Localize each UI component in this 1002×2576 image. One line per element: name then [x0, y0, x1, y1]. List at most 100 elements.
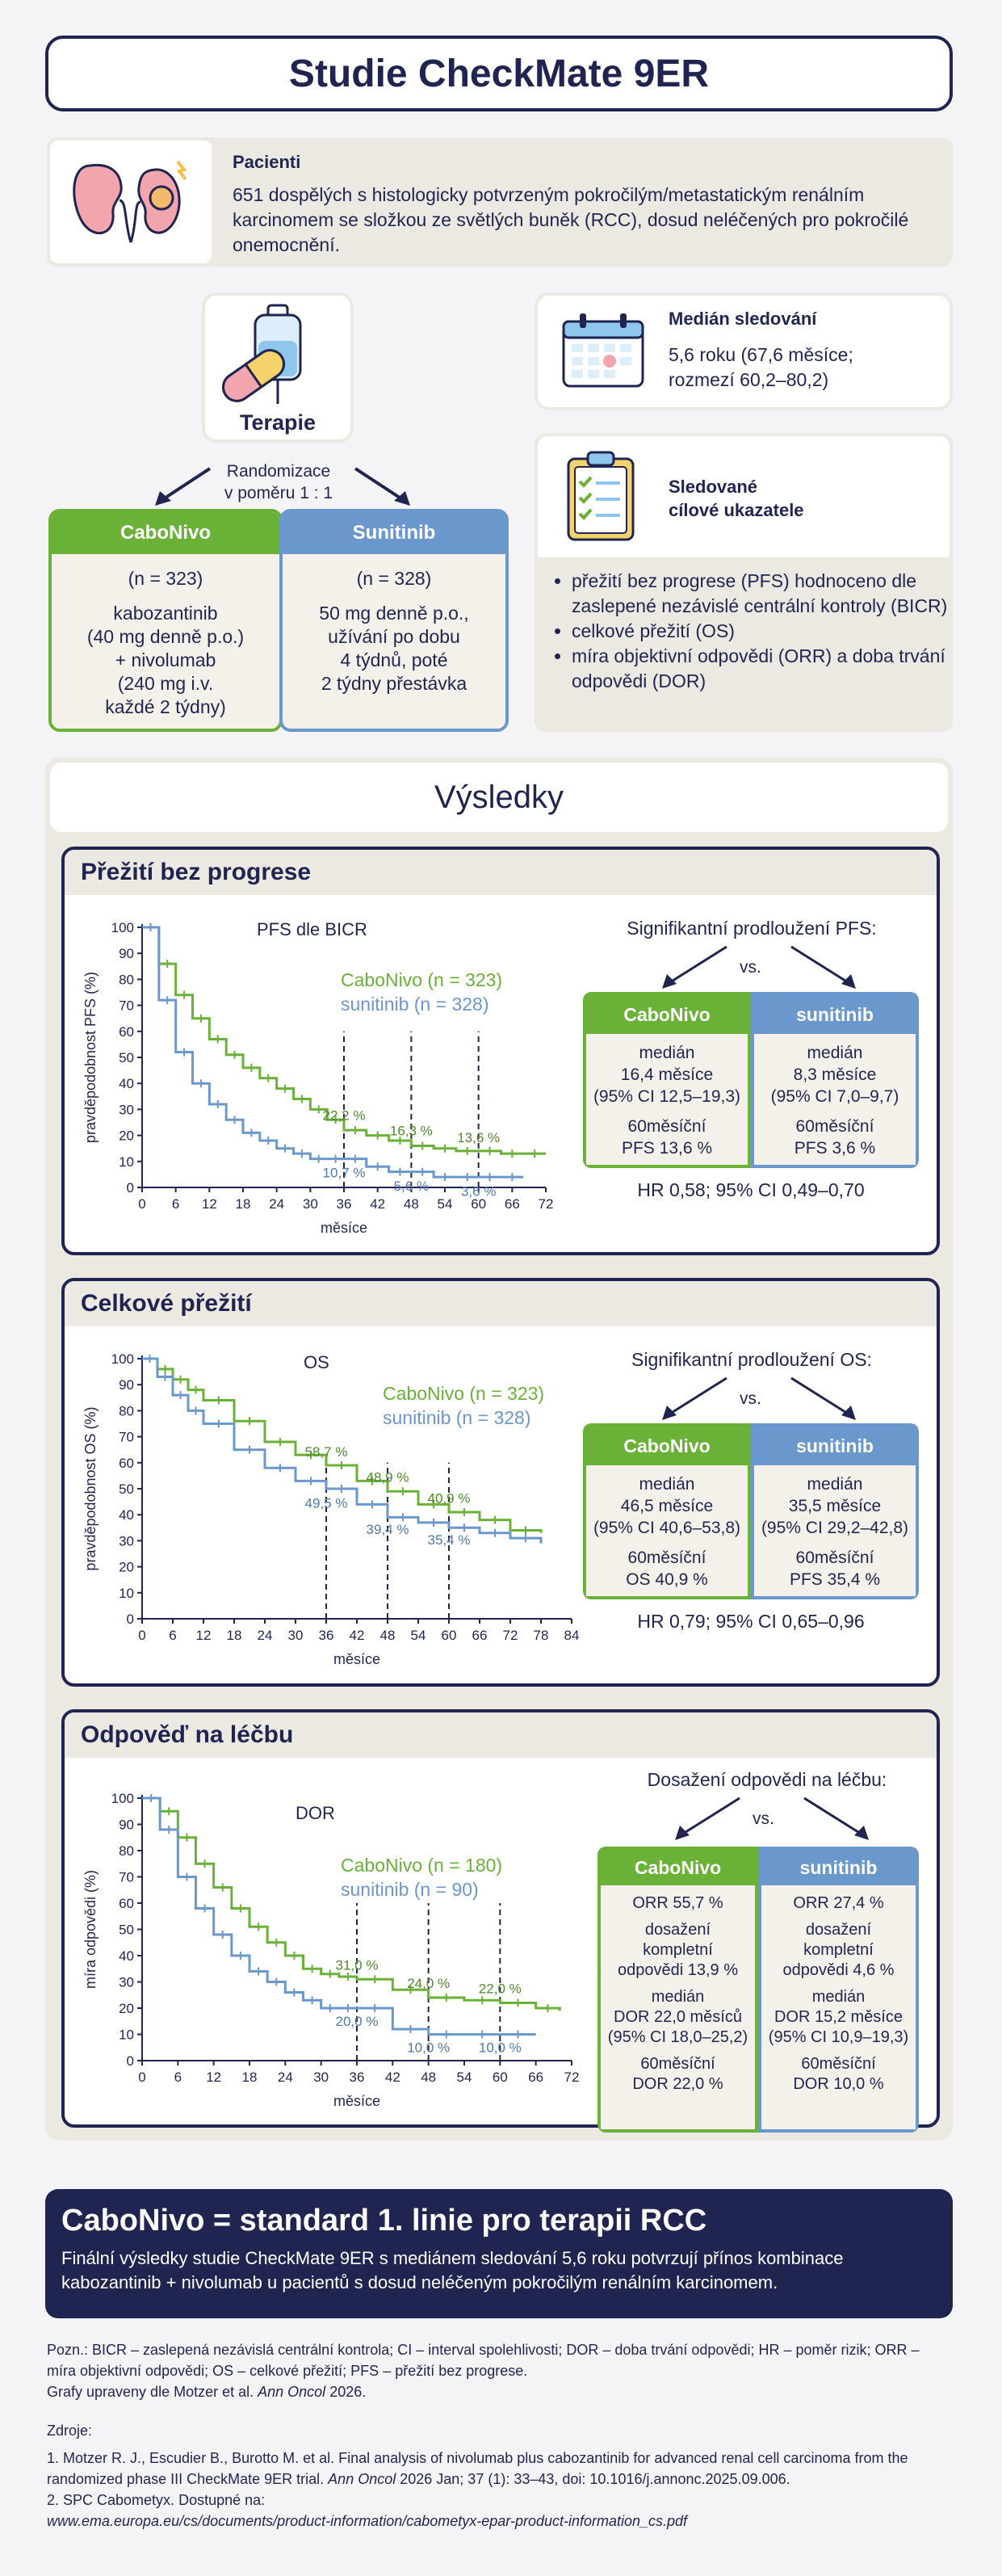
- reference-2-url[interactable]: www.ema.europa.eu/cs/documents/product-i…: [47, 2511, 951, 2532]
- footnotes: Pozn.: BICR – zaslepená nezávislá centrá…: [47, 2339, 951, 2532]
- column-body: medián 35,5 měsíce (95% CI 29,2–42,8) 60…: [754, 1465, 916, 1596]
- x-tick-label: 60: [471, 1196, 486, 1212]
- x-tick-label: 12: [206, 2070, 221, 2085]
- sources-title: Zdroje:: [47, 2423, 93, 2439]
- reference-1: 1. Motzer R. J., Escudier B., Burotto M.…: [47, 2448, 951, 2490]
- therapy-card: [202, 292, 354, 443]
- hazard-ratio: HR 0,79; 95% CI 0,65–0,96: [637, 1611, 865, 1632]
- x-tick-label: 42: [385, 2070, 400, 2085]
- x-tick-label: 12: [196, 1628, 212, 1643]
- os-comparison: CaboNivo medián 46,5 měsíce (95% CI 40,6…: [583, 1423, 919, 1599]
- stat-line: 46,5 měsíce: [620, 1497, 714, 1515]
- vs-label: vs.: [753, 1809, 774, 1828]
- x-tick-label: 18: [227, 1628, 242, 1643]
- stat-line: medián: [811, 1988, 866, 2006]
- endpoint-item: celkové přežití (OS): [572, 619, 959, 644]
- x-tick-label: 72: [564, 2070, 580, 2085]
- x-tick-label: 30: [313, 2070, 329, 2085]
- data-label: 20,0 %: [336, 2014, 379, 2029]
- x-tick-label: 18: [242, 2070, 258, 2085]
- stat-line: (95% CI 29,2–42,8): [761, 1519, 909, 1537]
- y-tick-label: 40: [119, 1948, 134, 1964]
- column-head: CaboNivo: [586, 995, 748, 1034]
- legend-sunitinib: sunitinib (n = 90): [341, 1879, 479, 1900]
- series-sunitinib: [142, 1357, 543, 1544]
- x-tick-label: 72: [539, 1196, 554, 1212]
- comparison-arrows: [662, 945, 856, 989]
- x-tick-label: 48: [404, 1196, 419, 1212]
- arm-line: 50 mg denně p.o.,: [319, 603, 469, 624]
- randomization-text: Randomizace v poměru 1 : 1: [194, 460, 363, 504]
- reference-link[interactable]: www.ema.europa.eu/cs/documents/product-i…: [47, 2513, 688, 2529]
- y-tick-label: 50: [119, 1481, 134, 1497]
- endpoints-header: [538, 436, 950, 557]
- stat-line: (95% CI 40,6–53,8): [593, 1519, 741, 1537]
- y-tick-label: 90: [119, 946, 134, 961]
- chart-title: OS: [304, 1352, 329, 1372]
- journal-name: Ann Oncol: [258, 2384, 326, 2400]
- x-tick-label: 54: [457, 2070, 472, 2085]
- y-axis-label: pravděpodobnost OS (%): [82, 1406, 99, 1570]
- x-tick-label: 84: [564, 1628, 580, 1643]
- arm-line: každé 2 týdny): [105, 696, 226, 717]
- x-tick-label: 0: [138, 2070, 145, 2085]
- y-tick-label: 20: [119, 1128, 134, 1144]
- stat-line: DOR 22,0 měsíců: [614, 2008, 742, 2026]
- x-tick-label: 24: [258, 1628, 273, 1643]
- stat-line: medián: [651, 1988, 705, 2006]
- data-label: 5,6 %: [394, 1179, 429, 1194]
- stat-line: ORR 27,4 %: [793, 1894, 884, 1912]
- endpoints-list: přežití bez progrese (PFS) hodnoceno dle…: [549, 569, 959, 694]
- data-label: 40,9 %: [428, 1490, 471, 1506]
- calendar-icon: [562, 313, 644, 388]
- y-tick-label: 90: [119, 1377, 134, 1393]
- chart-title: DOR: [296, 1803, 335, 1823]
- panel-heading: Celkové přežití: [65, 1281, 937, 1326]
- data-label: 35,4 %: [428, 1532, 471, 1548]
- x-tick-label: 60: [493, 2070, 508, 2085]
- stat-line: kompletní: [803, 1941, 874, 1959]
- x-tick-label: 66: [472, 1628, 488, 1643]
- data-label: 10,0 %: [479, 2040, 522, 2056]
- stat-line: (95% CI 12,5–19,3): [593, 1087, 741, 1106]
- column-head: CaboNivo: [601, 1850, 755, 1885]
- x-tick-label: 42: [370, 1196, 385, 1212]
- arm-line: (40 mg denně p.o.): [86, 626, 245, 647]
- data-label: 24,0 %: [407, 1976, 450, 1991]
- y-tick-label: 100: [111, 920, 134, 935]
- arm-cabonivo-body: (n = 323) kabozantinib (40 mg denně p.o.…: [52, 554, 279, 719]
- stat-line: DOR 22,0 %: [632, 2075, 723, 2093]
- y-tick-label: 60: [119, 1896, 134, 1911]
- x-tick-label: 24: [269, 1196, 284, 1212]
- data-label: 16,3 %: [390, 1124, 433, 1139]
- sunitinib-column: sunitinib medián 8,3 měsíce (95% CI 7,0–…: [751, 992, 919, 1168]
- vs-label: vs.: [740, 1389, 761, 1408]
- stat-line: ORR 55,7 %: [632, 1894, 723, 1912]
- y-tick-label: 30: [119, 1975, 134, 1990]
- x-tick-label: 42: [350, 1628, 365, 1643]
- x-tick-label: 24: [278, 2070, 293, 2085]
- cabonivo-column: CaboNivo ORR 55,7 % dosažení kompletní o…: [597, 1847, 758, 2133]
- data-label: 22,2 %: [323, 1108, 366, 1124]
- x-tick-label: 54: [438, 1196, 453, 1212]
- stat-line: 60měsíční: [801, 2055, 876, 2073]
- x-tick-label: 72: [503, 1628, 518, 1643]
- therapy-label: Terapie: [239, 410, 317, 435]
- y-tick-label: 100: [111, 1351, 134, 1367]
- y-tick-label: 20: [119, 1560, 134, 1575]
- panel-heading: Přežití bez progrese: [65, 850, 937, 895]
- x-tick-label: 36: [319, 1628, 334, 1643]
- conclusion-title: CaboNivo = standard 1. linie pro terapii…: [61, 2204, 707, 2238]
- column-body: medián 46,5 měsíce (95% CI 40,6–53,8) 60…: [586, 1465, 748, 1596]
- column-body: ORR 55,7 % dosažení kompletní odpovědi 1…: [601, 1885, 755, 2129]
- significance-text: Signifikantní prodloužení OS:: [631, 1349, 872, 1370]
- stat-line: PFS 13,6 %: [621, 1139, 713, 1158]
- data-label: 58,7 %: [305, 1444, 348, 1460]
- panel-heading: Odpověď na léčbu: [65, 1712, 937, 1758]
- arm-line: užívání po dobu: [328, 626, 460, 647]
- patients-text: 651 dospělých s histologicky potvrzeným …: [233, 184, 909, 255]
- ref-text: 1. Motzer R. J., Escudier B., Burotto M.…: [47, 2450, 908, 2487]
- arm-n: (n = 328): [356, 568, 432, 589]
- adapted-note: Grafy upraveny dle Motzer et al. Ann Onc…: [47, 2381, 951, 2402]
- stat-line: 35,5 měsíce: [788, 1497, 882, 1515]
